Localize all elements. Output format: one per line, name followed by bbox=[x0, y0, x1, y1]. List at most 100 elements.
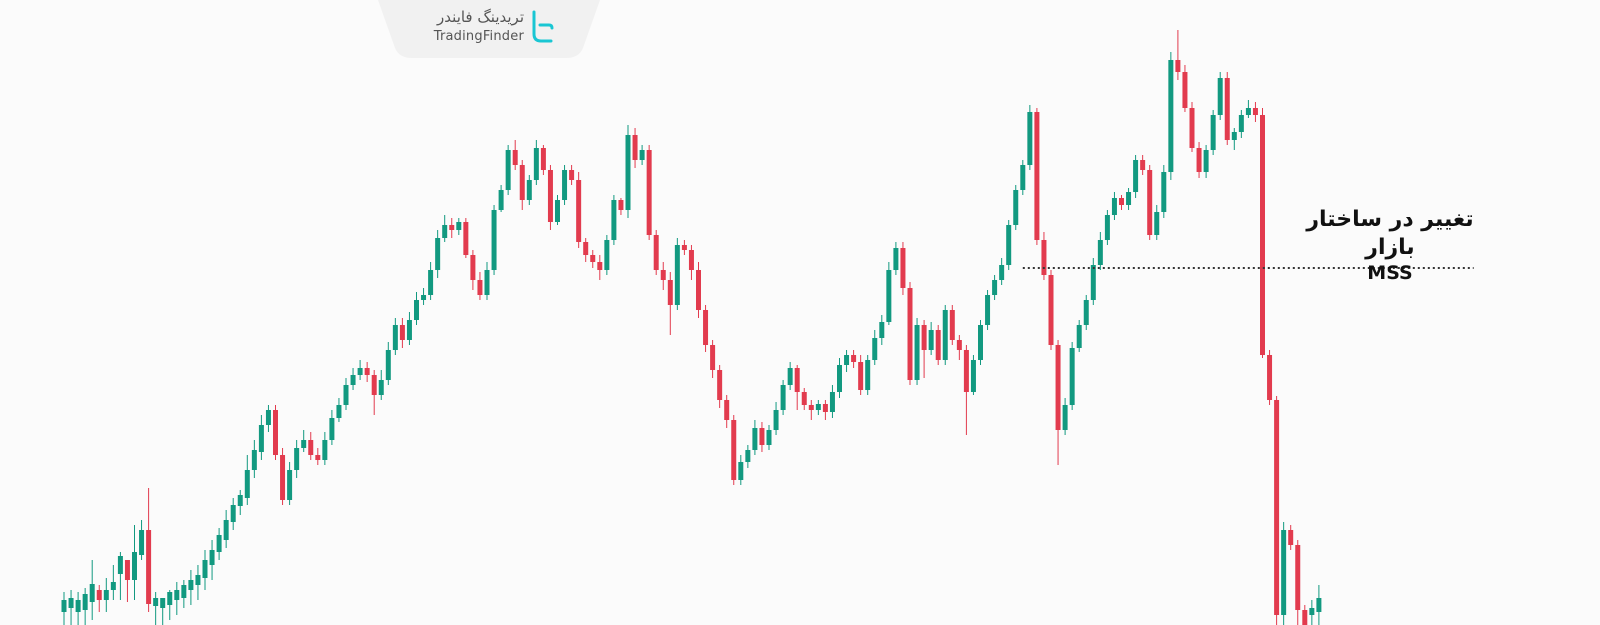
candle bbox=[1168, 52, 1174, 180]
candle-body bbox=[124, 560, 130, 580]
candle-body bbox=[308, 440, 314, 455]
candle-body bbox=[456, 222, 462, 230]
candle bbox=[872, 330, 878, 365]
candle-body bbox=[160, 598, 166, 608]
candle bbox=[801, 388, 807, 410]
candle-body bbox=[865, 360, 871, 390]
candle bbox=[1252, 102, 1258, 122]
candle bbox=[498, 185, 504, 212]
candle bbox=[308, 432, 314, 460]
candle bbox=[1140, 155, 1146, 175]
candle bbox=[470, 250, 476, 290]
candle-body bbox=[1182, 72, 1188, 108]
candle-body bbox=[1097, 240, 1103, 265]
candle bbox=[576, 172, 582, 248]
candle-body bbox=[244, 470, 250, 498]
candle-body bbox=[696, 270, 701, 310]
candle bbox=[428, 262, 434, 300]
candle bbox=[985, 290, 991, 330]
candle bbox=[1020, 160, 1026, 195]
candle-body bbox=[117, 556, 123, 574]
candle bbox=[124, 560, 130, 602]
candle-body bbox=[174, 590, 180, 600]
candle-body bbox=[794, 368, 800, 392]
candle bbox=[970, 355, 976, 395]
candle bbox=[717, 365, 723, 408]
candle bbox=[378, 370, 384, 400]
logo-text-fa: تریدینگ فایندر bbox=[437, 8, 524, 26]
candle bbox=[1260, 108, 1265, 358]
candle-body bbox=[808, 405, 814, 410]
candle-body bbox=[294, 448, 300, 470]
logo-text-en: TradingFinder bbox=[433, 29, 524, 44]
candle-body bbox=[837, 365, 842, 392]
candle-body bbox=[1076, 325, 1082, 348]
candle bbox=[421, 288, 427, 305]
candle-body bbox=[421, 295, 427, 300]
candle bbox=[1245, 100, 1251, 118]
mss-label-fa: تغییر در ساختار بازار bbox=[1306, 207, 1474, 260]
candle-body bbox=[907, 288, 913, 380]
candle-body bbox=[343, 385, 349, 405]
candle bbox=[1175, 30, 1181, 80]
candle-body bbox=[625, 135, 631, 210]
candle-body bbox=[435, 238, 441, 270]
candle-body bbox=[985, 295, 991, 325]
candle-body bbox=[406, 320, 412, 340]
candle-body bbox=[167, 592, 173, 605]
candle-body bbox=[428, 270, 434, 295]
candle bbox=[724, 395, 730, 428]
candle bbox=[371, 370, 377, 415]
candle-body bbox=[519, 165, 525, 200]
candle-body bbox=[872, 338, 878, 360]
candle-body bbox=[893, 248, 899, 270]
candle-body bbox=[547, 170, 553, 222]
candle bbox=[1154, 205, 1160, 240]
candle-body bbox=[512, 150, 518, 165]
candle bbox=[392, 318, 398, 355]
candle-body bbox=[1281, 530, 1287, 615]
candle bbox=[1267, 350, 1273, 405]
candle-body bbox=[999, 265, 1005, 280]
candle bbox=[1055, 340, 1061, 465]
candle bbox=[1217, 72, 1223, 120]
candle-body bbox=[604, 240, 610, 270]
candle bbox=[287, 462, 293, 505]
candle-body bbox=[935, 330, 941, 360]
candle bbox=[611, 195, 617, 245]
candle-body bbox=[470, 255, 476, 280]
candle-body bbox=[1175, 60, 1181, 72]
candle bbox=[1048, 270, 1054, 350]
candle bbox=[632, 128, 638, 168]
candle bbox=[491, 205, 497, 275]
candle bbox=[435, 230, 441, 278]
candle bbox=[1076, 320, 1082, 352]
candle bbox=[956, 335, 962, 360]
candle bbox=[547, 165, 553, 230]
candle-body bbox=[681, 245, 687, 250]
candle bbox=[1013, 185, 1019, 230]
candle-body bbox=[146, 530, 152, 604]
candle-body bbox=[209, 550, 215, 565]
candle-body bbox=[1316, 598, 1322, 612]
candle-body bbox=[1295, 545, 1301, 610]
candle bbox=[949, 305, 955, 345]
candle bbox=[766, 425, 772, 450]
candle-body bbox=[752, 428, 758, 450]
candle-body bbox=[879, 322, 885, 338]
candle bbox=[1006, 220, 1012, 270]
candle-body bbox=[653, 235, 659, 270]
candle bbox=[1288, 525, 1294, 550]
candle bbox=[519, 160, 525, 210]
candle bbox=[921, 320, 927, 378]
candle bbox=[505, 145, 511, 195]
mss-label-en: MSS bbox=[1367, 262, 1413, 284]
candle bbox=[815, 400, 821, 415]
candle bbox=[68, 590, 74, 625]
candle bbox=[237, 490, 243, 515]
candle-body bbox=[533, 148, 539, 180]
candle bbox=[484, 262, 490, 300]
candle-body bbox=[287, 470, 293, 500]
candle-body bbox=[928, 330, 934, 350]
candle-body bbox=[1260, 115, 1265, 355]
